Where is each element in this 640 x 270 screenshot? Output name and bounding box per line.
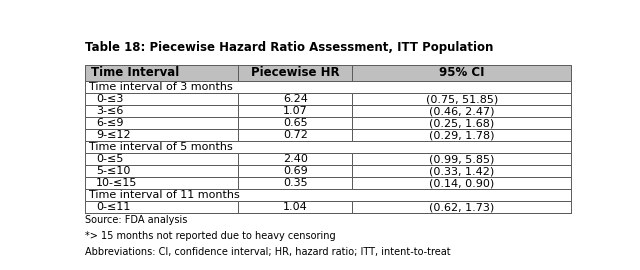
Bar (352, 129, 571, 141)
Text: 6.24: 6.24 (283, 94, 308, 104)
Text: Time interval of 3 months: Time interval of 3 months (89, 82, 233, 92)
Bar (238, 117, 352, 129)
Bar (352, 65, 571, 81)
Text: 0.72: 0.72 (283, 130, 308, 140)
Bar (85, 141, 571, 153)
Text: 0.69: 0.69 (283, 166, 308, 176)
Text: (0.62, 1.73): (0.62, 1.73) (429, 202, 494, 212)
Bar (352, 105, 571, 117)
Text: 0.35: 0.35 (283, 178, 307, 188)
Text: Source: FDA analysis: Source: FDA analysis (85, 215, 188, 225)
Bar (85, 177, 238, 189)
Bar (85, 93, 238, 105)
Bar (238, 93, 352, 105)
Text: 9-≤12: 9-≤12 (96, 130, 131, 140)
Bar (85, 81, 571, 93)
Text: Piecewise HR: Piecewise HR (251, 66, 339, 79)
Text: Table 18: Piecewise Hazard Ratio Assessment, ITT Population: Table 18: Piecewise Hazard Ratio Assessm… (85, 41, 493, 54)
Bar (85, 117, 238, 129)
Text: 3-≤6: 3-≤6 (96, 106, 124, 116)
Text: 10-≤15: 10-≤15 (96, 178, 137, 188)
Text: 1.04: 1.04 (283, 202, 308, 212)
Bar (238, 165, 352, 177)
Text: (0.75, 51.85): (0.75, 51.85) (426, 94, 498, 104)
Bar (238, 153, 352, 165)
Text: 2.40: 2.40 (283, 154, 308, 164)
Bar (352, 201, 571, 213)
Text: 0-≤11: 0-≤11 (96, 202, 131, 212)
Bar (352, 165, 571, 177)
Text: Time interval of 5 months: Time interval of 5 months (89, 142, 233, 152)
Bar (352, 117, 571, 129)
Text: *> 15 months not reported due to heavy censoring: *> 15 months not reported due to heavy c… (85, 231, 335, 241)
Bar (85, 105, 238, 117)
Text: Time Interval: Time Interval (91, 66, 179, 79)
Text: (0.14, 0.90): (0.14, 0.90) (429, 178, 494, 188)
Text: 0-≤5: 0-≤5 (96, 154, 124, 164)
Text: (0.99, 5.85): (0.99, 5.85) (429, 154, 494, 164)
Text: (0.46, 2.47): (0.46, 2.47) (429, 106, 495, 116)
Bar (85, 129, 238, 141)
Bar (85, 201, 238, 213)
Text: 0.65: 0.65 (283, 118, 307, 128)
Bar (352, 177, 571, 189)
Bar (238, 201, 352, 213)
Bar (85, 65, 238, 81)
Bar (238, 177, 352, 189)
Text: 1.07: 1.07 (283, 106, 308, 116)
Bar (352, 93, 571, 105)
Text: Time interval of 11 months: Time interval of 11 months (89, 190, 239, 200)
Text: (0.33, 1.42): (0.33, 1.42) (429, 166, 494, 176)
Text: (0.29, 1.78): (0.29, 1.78) (429, 130, 495, 140)
Text: 0-≤3: 0-≤3 (96, 94, 124, 104)
Bar (85, 189, 571, 201)
Bar (85, 165, 238, 177)
Text: 6-≤9: 6-≤9 (96, 118, 124, 128)
Bar (85, 153, 238, 165)
Text: 5-≤10: 5-≤10 (96, 166, 131, 176)
Text: (0.25, 1.68): (0.25, 1.68) (429, 118, 494, 128)
Bar (238, 65, 352, 81)
Bar (238, 105, 352, 117)
Text: Abbreviations: CI, confidence interval; HR, hazard ratio; ITT, intent-to-treat: Abbreviations: CI, confidence interval; … (85, 247, 451, 256)
Text: 95% CI: 95% CI (439, 66, 484, 79)
Bar (238, 129, 352, 141)
Bar (352, 153, 571, 165)
